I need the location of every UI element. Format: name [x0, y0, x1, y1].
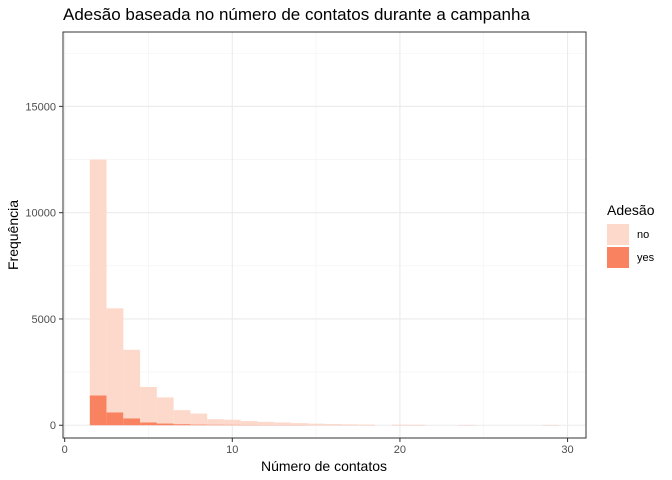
- bar-no: [391, 424, 409, 426]
- bar-no: [324, 423, 342, 426]
- legend-label-no: no: [637, 229, 649, 241]
- y-tick-label: 0: [50, 420, 56, 432]
- legend-key-no: [607, 224, 629, 245]
- x-axis-label: Número de contatos: [261, 458, 387, 474]
- bar-no: [274, 422, 291, 426]
- bar-no: [106, 308, 124, 413]
- bar-no: [89, 159, 107, 396]
- y-tick-label: 15000: [25, 101, 56, 113]
- bar-yes: [156, 423, 174, 426]
- bar-yes: [106, 412, 124, 426]
- x-axis-ticks: 0 10 20 30: [62, 438, 574, 456]
- bar-yes: [140, 422, 157, 426]
- x-tick-label: 10: [226, 444, 238, 456]
- bars: [89, 159, 560, 426]
- bar-no: [156, 397, 174, 424]
- x-tick-label: 0: [62, 444, 68, 456]
- bar-no: [307, 423, 325, 426]
- bar-no: [140, 386, 157, 423]
- bar-no: [240, 421, 258, 425]
- x-tick-label: 30: [561, 444, 573, 456]
- y-axis-label: Frequência: [5, 200, 21, 270]
- plot-border: [62, 31, 587, 439]
- legend: Adesão no yes: [607, 202, 655, 268]
- bar-yes: [173, 424, 191, 426]
- legend-title: Adesão: [607, 202, 655, 218]
- bar-yes: [190, 424, 208, 426]
- legend-label-yes: yes: [637, 252, 655, 264]
- x-tick-label: 20: [394, 444, 406, 456]
- bar-no: [190, 413, 208, 425]
- y-axis-ticks: 0 5000 10000 15000: [25, 101, 63, 432]
- bar-yes: [123, 418, 141, 426]
- bar-no: [223, 419, 241, 425]
- bar-yes: [89, 395, 107, 426]
- bar-no: [358, 424, 375, 426]
- bar-no: [257, 421, 275, 426]
- bar-no: [341, 424, 359, 426]
- legend-key-yes: [607, 247, 629, 268]
- plot-panel: [63, 32, 586, 438]
- y-tick-label: 5000: [32, 314, 56, 326]
- bar-no: [123, 349, 141, 419]
- bar-no: [207, 419, 224, 425]
- bar-yes: [207, 424, 224, 426]
- bar-no: [290, 423, 308, 426]
- chart-title: Adesão baseada no número de contatos dur…: [63, 5, 530, 24]
- y-tick-label: 10000: [25, 208, 56, 220]
- bar-no: [173, 410, 191, 425]
